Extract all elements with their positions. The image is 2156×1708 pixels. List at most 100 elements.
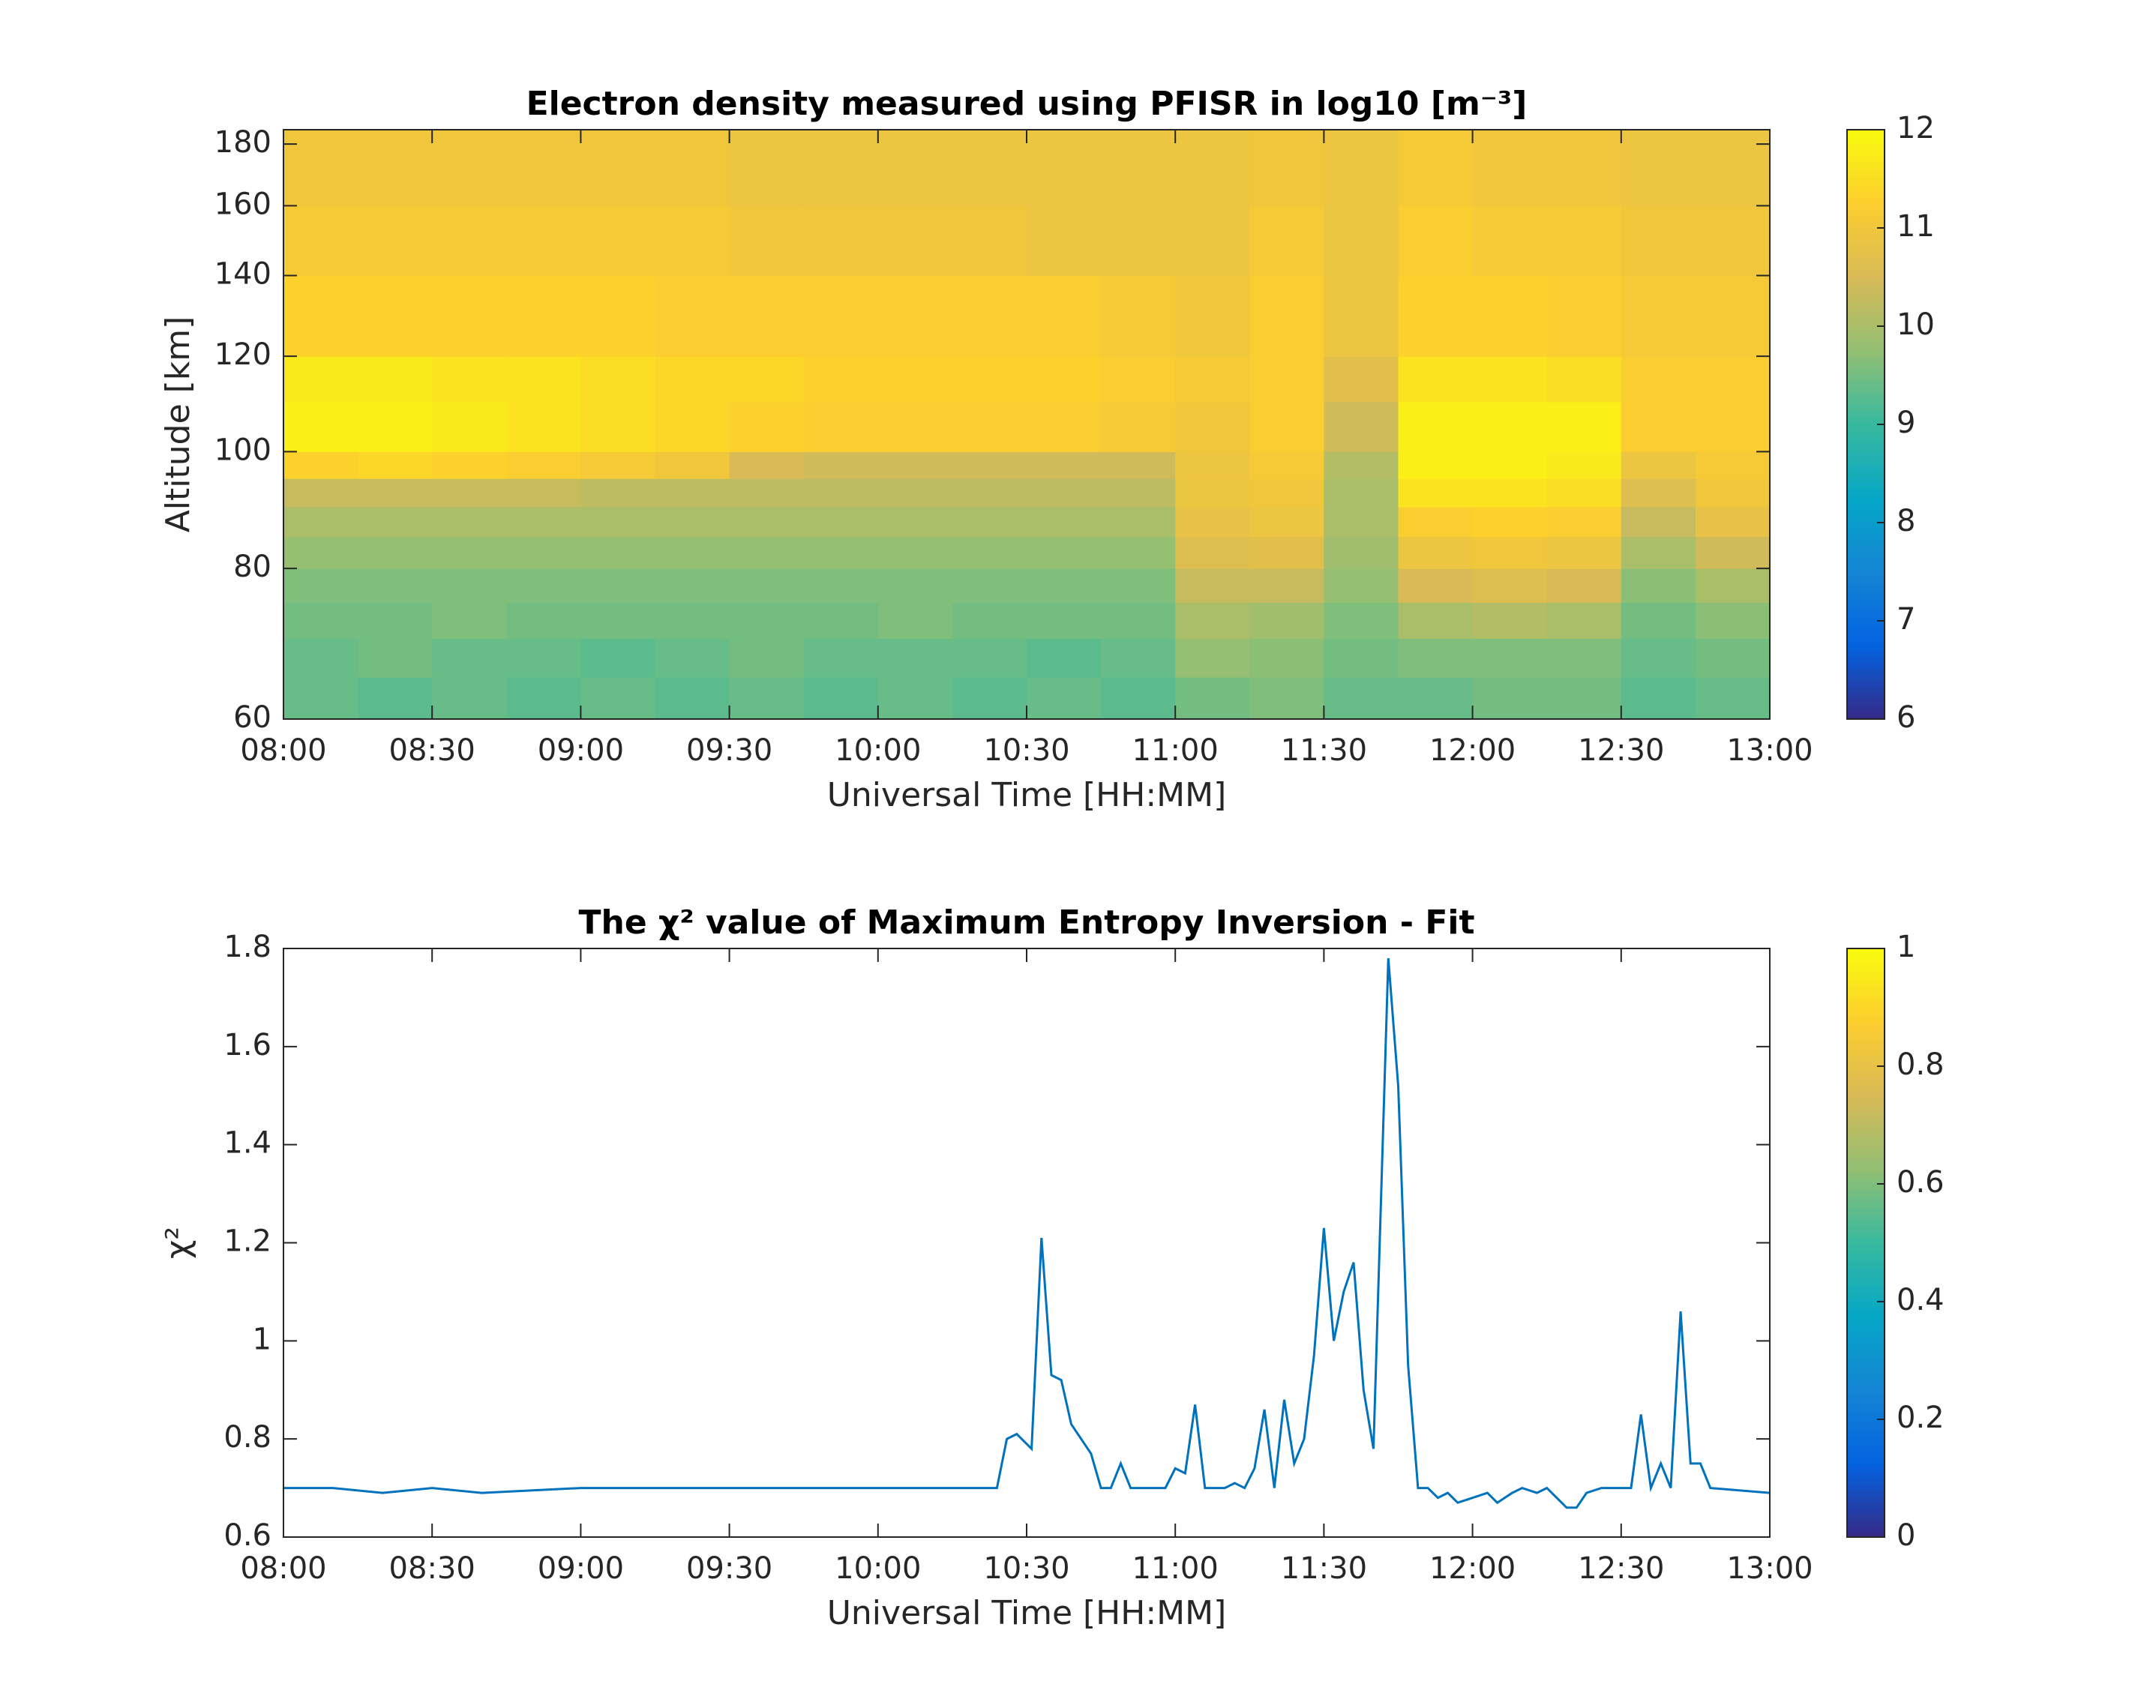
heat-cell: [358, 478, 433, 508]
heat-cell: [1101, 275, 1176, 357]
y-axis-label: Altitude [km]: [159, 316, 197, 533]
heat-cell: [803, 677, 879, 719]
heat-cell: [1324, 356, 1399, 403]
heat-cell: [358, 356, 433, 403]
heat-cell: [729, 602, 805, 639]
heat-cell: [1027, 506, 1102, 538]
heat-cell: [580, 356, 655, 403]
heat-cell: [952, 130, 1027, 206]
heat-cell: [580, 536, 655, 569]
heat-cell: [1621, 602, 1696, 639]
heat-cell: [1324, 451, 1399, 479]
heat-cell: [1398, 568, 1474, 603]
heat-cell: [1175, 478, 1250, 508]
heat-cell: [655, 568, 730, 603]
heat-cell: [803, 275, 879, 357]
heat-cell: [1249, 602, 1324, 639]
y-tick-label: 100: [214, 433, 271, 467]
heat-cell: [655, 638, 730, 678]
heat-cell: [655, 205, 730, 277]
heat-cell: [1324, 275, 1399, 357]
heat-cell: [1101, 356, 1176, 403]
heat-cell: [877, 275, 953, 357]
heat-cell: [1621, 451, 1696, 479]
heat-cell: [1472, 205, 1548, 277]
heat-cell: [729, 205, 805, 277]
heat-cell: [283, 536, 358, 569]
heat-cell: [1324, 478, 1399, 508]
heat-cell: [1695, 401, 1770, 452]
heat-cell: [1027, 602, 1102, 639]
heat-cell: [1249, 677, 1324, 719]
heat-cell: [283, 568, 358, 603]
heat-cell: [358, 638, 433, 678]
heat-cell: [1027, 478, 1102, 508]
heat-cell: [432, 506, 507, 538]
x-tick-label: 13:00: [1726, 1551, 1813, 1586]
y-tick-label: 60: [233, 700, 271, 735]
heat-cell: [655, 478, 730, 508]
heat-cell: [1175, 356, 1250, 403]
heat-cell: [1695, 205, 1770, 277]
heat-cell: [1621, 568, 1696, 603]
heat-cell: [432, 677, 507, 719]
heat-cell: [1398, 638, 1474, 678]
heat-cell: [729, 478, 805, 508]
heat-cell: [432, 478, 507, 508]
heat-cell: [1027, 677, 1102, 719]
heat-cell: [1398, 356, 1474, 403]
x-tick-label: 10:00: [835, 733, 921, 768]
heat-cell: [1027, 275, 1102, 357]
heat-cell: [1695, 677, 1770, 719]
heat-cell: [1621, 401, 1696, 452]
heat-cell: [283, 677, 358, 719]
heat-cell: [803, 638, 879, 678]
colorbar-tick-label: 11: [1897, 209, 1935, 244]
heat-cell: [729, 536, 805, 569]
heat-cell: [952, 638, 1027, 678]
heat-cell: [729, 638, 805, 678]
heat-cell: [729, 275, 805, 357]
heat-cell: [1621, 356, 1696, 403]
heat-cell: [1546, 536, 1622, 569]
heat-cell: [1472, 478, 1548, 508]
x-tick-label: 12:00: [1429, 1551, 1516, 1586]
heat-cell: [1695, 536, 1770, 569]
heat-cell: [432, 205, 507, 277]
heat-cell: [580, 568, 655, 603]
heat-cell: [1249, 451, 1324, 479]
heat-cell: [1027, 638, 1102, 678]
heat-cell: [655, 356, 730, 403]
heat-cell: [1398, 451, 1474, 479]
x-tick-label: 09:00: [538, 733, 624, 768]
heat-cell: [432, 275, 507, 357]
heat-cell: [1472, 130, 1548, 206]
heat-cell: [803, 506, 879, 538]
heat-cell: [1101, 602, 1176, 639]
heat-cell: [877, 506, 953, 538]
heat-cell: [952, 677, 1027, 719]
heat-cell: [877, 356, 953, 403]
y-tick-label: 1.8: [223, 930, 271, 964]
heat-cell: [580, 478, 655, 508]
heat-cell: [877, 638, 953, 678]
heat-cell: [1249, 506, 1324, 538]
heat-cell: [1546, 568, 1622, 603]
heat-cell: [803, 356, 879, 403]
heat-cell: [952, 478, 1027, 508]
heat-cell: [1546, 205, 1622, 277]
heat-cell: [729, 568, 805, 603]
heat-cell: [1249, 568, 1324, 603]
heat-cell: [803, 536, 879, 569]
heat-cell: [1324, 677, 1399, 719]
heat-cell: [1175, 451, 1250, 479]
heat-cell: [1546, 602, 1622, 639]
line: [283, 957, 1770, 1509]
colorbar-tick-label: 0.4: [1897, 1283, 1945, 1317]
heat-cell: [432, 568, 507, 603]
x-tick-label: 08:30: [389, 733, 475, 768]
heat-cell: [952, 568, 1027, 603]
axes-box: [283, 948, 1771, 1538]
heat-cell: [877, 401, 953, 452]
heat-cell: [877, 130, 953, 206]
